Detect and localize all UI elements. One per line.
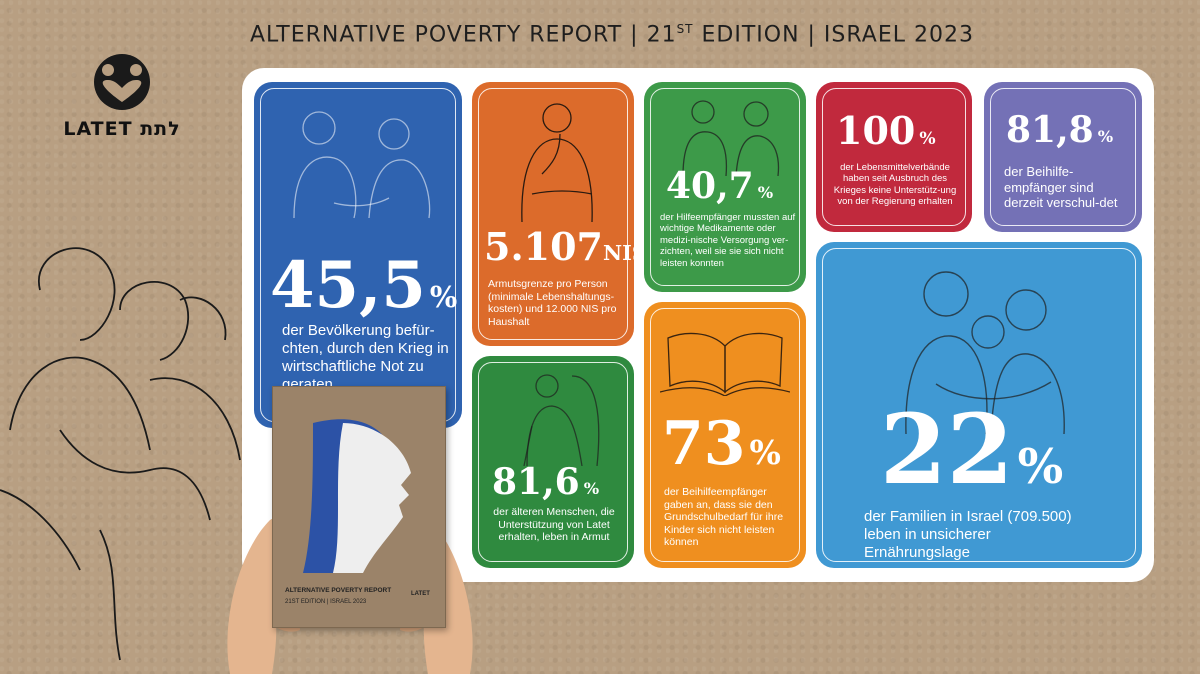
stat-unit: NIS	[603, 240, 634, 265]
logo-text: LATET לתת	[63, 118, 181, 140]
doctor-patient-line-art	[682, 100, 780, 176]
stat-description: der Bevölkerung befür-chten, durch den K…	[282, 322, 449, 393]
profile-faces-cutout	[303, 419, 411, 573]
report-book: ALTERNATIVE POVERTY REPORT 21ST EDITION …	[272, 386, 446, 628]
stat-description: der Hilfeempfänger mussten auf wichtige …	[660, 212, 796, 269]
header-sup: ST	[676, 22, 694, 36]
stat-value: 45,5	[270, 248, 426, 323]
stat-description: der Lebensmittelverbände haben seit Ausb…	[833, 162, 957, 208]
stat-value: 40,7	[666, 165, 754, 207]
stat-card-worried-population: 45,5% der Bevölkerung befür-chten, durch…	[254, 82, 462, 428]
book-subtitle: 21ST EDITION | ISRAEL 2023	[285, 599, 367, 605]
stat-card-food-insecurity: 22% der Familien in Israel (709.500) leb…	[816, 242, 1142, 568]
stat-card-school-supplies: 73% der Beihilfeempfänger gaben an, dass…	[644, 302, 806, 568]
stat-card-indebted: 81,8% der Beihilfe-empfänger sind derzei…	[984, 82, 1142, 232]
stat-description: der Beihilfe-empfänger sind derzeit vers…	[1004, 164, 1118, 211]
stat-card-food-organizations: 100% der Lebensmittelverbände haben seit…	[816, 82, 972, 232]
couple-line-art	[293, 111, 431, 219]
stat-value: 81,8	[1006, 109, 1094, 151]
stat-value: 81,6	[492, 461, 580, 503]
stat-value: 100	[836, 108, 916, 153]
family-line-art	[0, 247, 241, 661]
stat-unit: %	[749, 433, 781, 472]
book-logo: LATET	[411, 591, 430, 597]
header-part1: ALTERNATIVE POVERTY REPORT | 21	[250, 22, 677, 48]
report-header: ALTERNATIVE POVERTY REPORT | 21ST EDITIO…	[250, 22, 1010, 56]
stat-description: der älteren Menschen, die Unterstützung …	[493, 506, 615, 544]
stat-unit: %	[1097, 127, 1114, 146]
open-book-line-art	[660, 332, 790, 396]
stat-description: der Beihilfeempfänger gaben an, dass sie…	[664, 486, 784, 549]
stat-unit: %	[583, 479, 600, 498]
infographic-panel: 45,5% der Bevölkerung befür-chten, durch…	[242, 68, 1154, 582]
stat-unit: %	[429, 280, 458, 314]
stat-value: 73	[662, 409, 746, 479]
family-hug-line-art	[905, 271, 1065, 434]
latet-logo: LATET לתת	[62, 52, 182, 142]
heart-people-icon	[94, 54, 150, 110]
stat-value: 22	[880, 393, 1014, 506]
stat-description: Armutsgrenze pro Person (minimale Lebens…	[488, 278, 617, 328]
thinking-man-line-art	[521, 103, 593, 222]
book-title: ALTERNATIVE POVERTY REPORT	[285, 587, 392, 594]
stat-description: der Familien in Israel (709.500) leben i…	[864, 508, 1072, 561]
stat-unit: %	[1017, 439, 1064, 495]
stat-value: 5.107	[484, 224, 603, 269]
stat-card-poverty-line: 5.107NIS Armutsgrenze pro Person (minima…	[472, 82, 634, 346]
stat-unit: %	[757, 183, 774, 202]
stat-card-elderly-poverty: 81,6% der älteren Menschen, die Unterstü…	[472, 356, 634, 568]
stat-unit: %	[919, 129, 936, 149]
stat-card-medication: 40,7% der Hilfeempfänger mussten auf wic…	[644, 82, 806, 292]
header-part2: EDITION | ISRAEL 2023	[693, 22, 974, 48]
elderly-man-line-art	[523, 374, 600, 466]
